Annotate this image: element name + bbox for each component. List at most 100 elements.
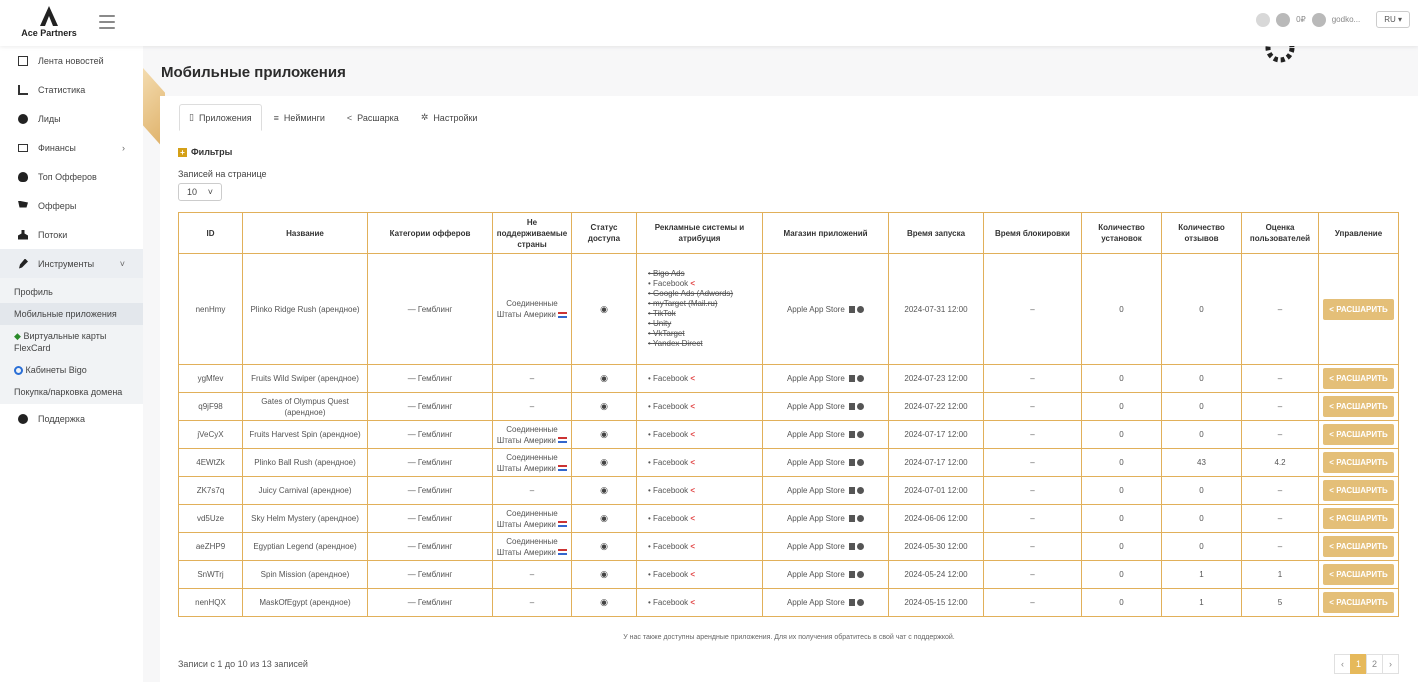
share-button[interactable]: < РАСШАРИТЬ <box>1323 299 1393 320</box>
eye-icon[interactable]: ◉ <box>600 373 608 383</box>
menu-toggle-button[interactable] <box>99 15 115 29</box>
header-countries[interactable]: Не поддерживаемые страны <box>493 213 572 254</box>
submenu-bigo[interactable]: Кабинеты Bigo <box>0 359 143 381</box>
eye-icon[interactable]: ◉ <box>600 429 608 439</box>
cart-icon <box>18 201 28 211</box>
submenu-mobile-apps[interactable]: Мобильные приложения <box>0 303 143 325</box>
per-page-select[interactable]: 10 ˅ <box>178 183 222 201</box>
eye-icon[interactable]: ◉ <box>600 457 608 467</box>
ad-system-item: Facebook < <box>648 598 759 608</box>
share-icon[interactable]: < <box>690 374 695 383</box>
submenu-flexcard[interactable]: ◆ Виртуальные карты FlexCard <box>0 325 143 359</box>
share-icon[interactable]: < <box>690 514 695 523</box>
eye-icon[interactable]: ◉ <box>600 485 608 495</box>
share-button[interactable]: < РАСШАРИТЬ <box>1323 480 1393 501</box>
copy-icon[interactable] <box>849 487 855 494</box>
copy-icon[interactable] <box>849 543 855 550</box>
ad-system-item: Yandex Direct <box>648 339 759 349</box>
header-status[interactable]: Статус доступа <box>572 213 637 254</box>
pager-page-2[interactable]: 2 <box>1366 654 1383 674</box>
share-icon[interactable]: < <box>690 279 695 288</box>
copy-icon[interactable] <box>849 571 855 578</box>
header-name[interactable]: Название <box>243 213 368 254</box>
header-reviews[interactable]: Количество отзывов <box>1162 213 1242 254</box>
tab-namings[interactable]: ≡ Нейминги <box>264 104 335 131</box>
sidebar-item-news[interactable]: Лента новостей <box>0 46 143 75</box>
eye-icon[interactable]: ◉ <box>600 569 608 579</box>
header-rating[interactable]: Оценка пользователей <box>1242 213 1319 254</box>
share-button[interactable]: < РАСШАРИТЬ <box>1323 424 1393 445</box>
sidebar: Лента новостей Статистика Лиды Финансы › … <box>0 46 143 682</box>
brand-logo[interactable]: Ace Partners <box>14 6 84 38</box>
sidebar-item-stats[interactable]: Статистика <box>0 75 143 104</box>
cell-name: Gates of Olympus Quest (арендное) <box>243 393 368 421</box>
eye-icon[interactable]: ◉ <box>600 304 608 314</box>
share-button[interactable]: < РАСШАРИТЬ <box>1323 536 1393 557</box>
share-icon[interactable]: < <box>690 598 695 607</box>
eye-icon[interactable]: ◉ <box>600 513 608 523</box>
eye-icon[interactable]: ◉ <box>600 401 608 411</box>
share-icon[interactable]: < <box>690 542 695 551</box>
sidebar-item-finance[interactable]: Финансы › <box>0 133 143 162</box>
share-button[interactable]: < РАСШАРИТЬ <box>1323 592 1393 613</box>
header-installs[interactable]: Количество установок <box>1082 213 1162 254</box>
submenu-domain[interactable]: Покупка/парковка домена <box>0 381 143 404</box>
copy-icon[interactable] <box>849 599 855 606</box>
header-category[interactable]: Категории офферов <box>368 213 493 254</box>
globe-icon[interactable] <box>857 403 864 410</box>
share-icon[interactable]: < <box>690 486 695 495</box>
share-button[interactable]: < РАСШАРИТЬ <box>1323 368 1393 389</box>
submenu-profile[interactable]: Профиль <box>0 278 143 303</box>
share-icon[interactable]: < <box>690 430 695 439</box>
pager-next[interactable]: › <box>1382 654 1399 674</box>
share-button[interactable]: < РАСШАРИТЬ <box>1323 564 1393 585</box>
sidebar-item-flows[interactable]: Потоки <box>0 220 143 249</box>
sidebar-item-leads[interactable]: Лиды <box>0 104 143 133</box>
globe-icon[interactable] <box>857 375 864 382</box>
share-icon[interactable]: < <box>690 402 695 411</box>
ad-systems-list: Facebook < <box>640 430 759 440</box>
share-button[interactable]: < РАСШАРИТЬ <box>1323 452 1393 473</box>
globe-icon[interactable] <box>857 306 864 313</box>
header-launch[interactable]: Время запуска <box>889 213 984 254</box>
pager-prev[interactable]: ‹ <box>1334 654 1351 674</box>
eye-icon[interactable]: ◉ <box>600 597 608 607</box>
pager-page-1[interactable]: 1 <box>1350 654 1367 674</box>
sidebar-item-top-offers[interactable]: Топ Офферов <box>0 162 143 191</box>
filters-toggle[interactable]: + Фильтры <box>178 147 232 157</box>
username[interactable]: godko... <box>1332 15 1360 24</box>
copy-icon[interactable] <box>849 431 855 438</box>
header-block[interactable]: Время блокировки <box>984 213 1082 254</box>
globe-icon[interactable] <box>857 543 864 550</box>
translate-icon[interactable] <box>1256 13 1270 27</box>
globe-icon[interactable] <box>857 571 864 578</box>
copy-icon[interactable] <box>849 306 855 313</box>
header-id[interactable]: ID <box>179 213 243 254</box>
tab-apps[interactable]: ▯ Приложения <box>179 104 262 131</box>
copy-icon[interactable] <box>849 515 855 522</box>
tab-sharing[interactable]: < Расшарка <box>337 104 409 131</box>
header-ads[interactable]: Рекламные системы и атрибуция <box>637 213 763 254</box>
share-button[interactable]: < РАСШАРИТЬ <box>1323 508 1393 529</box>
copy-icon[interactable] <box>849 403 855 410</box>
copy-icon[interactable] <box>849 459 855 466</box>
sidebar-item-tools[interactable]: Инструменты ˅ <box>0 249 143 278</box>
language-select[interactable]: RU ▾ <box>1376 11 1410 28</box>
globe-icon[interactable] <box>857 487 864 494</box>
globe-icon[interactable] <box>857 515 864 522</box>
share-icon[interactable]: < <box>690 458 695 467</box>
globe-icon[interactable] <box>857 599 864 606</box>
share-button[interactable]: < РАСШАРИТЬ <box>1323 396 1393 417</box>
sidebar-item-offers[interactable]: Офферы <box>0 191 143 220</box>
share-icon[interactable]: < <box>690 570 695 579</box>
globe-icon[interactable] <box>857 459 864 466</box>
sidebar-item-support[interactable]: Поддержка <box>0 404 143 433</box>
header-store[interactable]: Магазин приложений <box>763 213 889 254</box>
eye-icon[interactable]: ◉ <box>600 541 608 551</box>
user-avatar-icon[interactable] <box>1312 13 1326 27</box>
ad-system-name: Facebook <box>653 486 688 495</box>
copy-icon[interactable] <box>849 375 855 382</box>
tab-settings[interactable]: ✲ Настройки <box>411 104 488 131</box>
wallet-icon[interactable] <box>1276 13 1290 27</box>
globe-icon[interactable] <box>857 431 864 438</box>
